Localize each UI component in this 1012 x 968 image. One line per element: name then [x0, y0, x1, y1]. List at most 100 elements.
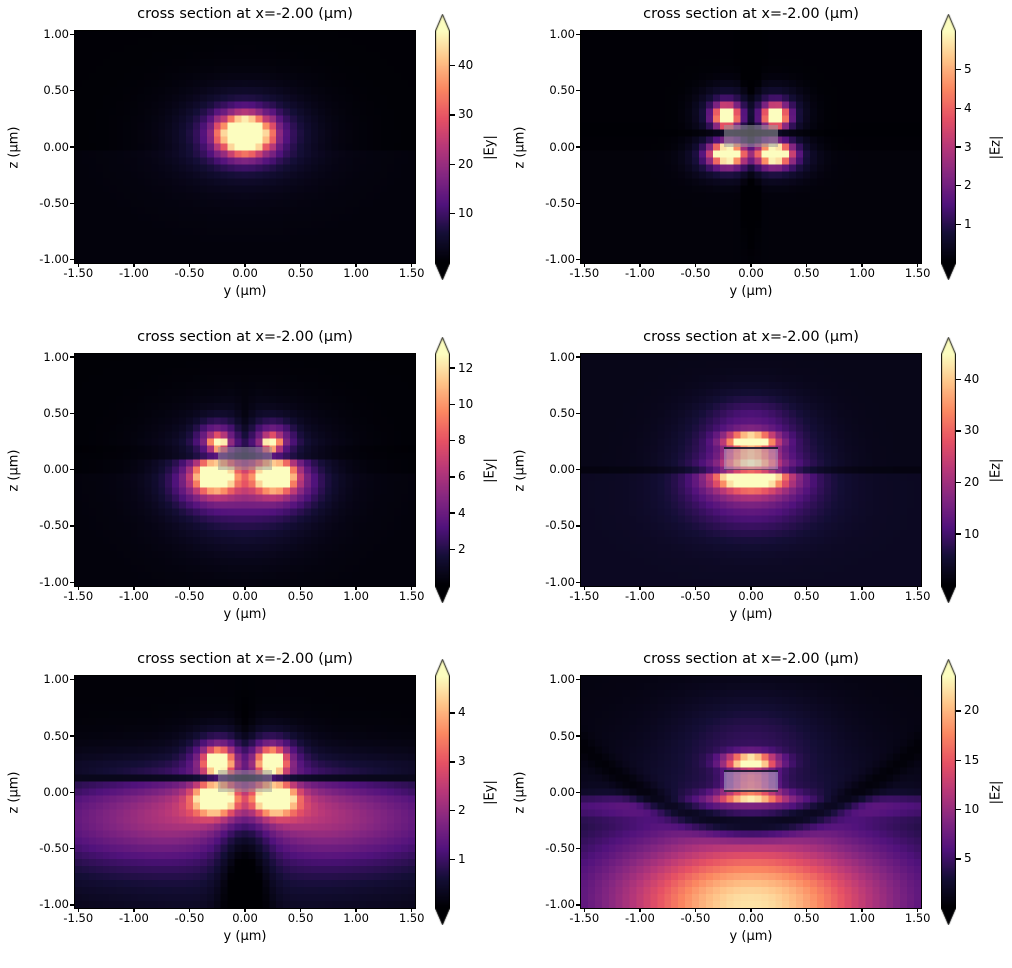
y-tick-label: -0.50 — [545, 195, 575, 210]
colorbar-tick-label: 4 — [458, 705, 466, 720]
colorbar-tick-label: 4 — [458, 505, 466, 520]
x-tick-mark — [916, 908, 919, 913]
y-tick-mark — [576, 33, 580, 36]
colorbar-tick-label: 2 — [964, 178, 972, 193]
y-tick-mark — [70, 525, 74, 527]
x-tick-label: -1.00 — [625, 588, 655, 603]
x-tick-mark — [694, 908, 697, 913]
colorbar-tick-mark — [956, 223, 961, 226]
y-tick-mark — [70, 468, 74, 471]
y-tick-label: 0.50 — [549, 405, 575, 420]
x-tick-label: -0.50 — [680, 588, 711, 603]
x-tick-label: 1.00 — [343, 266, 369, 280]
panel-4: cross section at x=-2.00 (μm) -1.50 -1.00-… — [506, 323, 1012, 646]
colorbar-tick-label: 2 — [458, 803, 466, 818]
y-tick-mark — [576, 258, 580, 261]
waveguide-rect — [218, 769, 272, 793]
x-tick-mark — [244, 585, 246, 590]
x-axis-label: y (μm) — [729, 929, 773, 945]
colorbar-tick-label: 10 — [964, 802, 980, 817]
y-tick-label: 0.00 — [43, 462, 69, 477]
x-tick-mark — [805, 908, 808, 913]
colorbar-tick-label: 40 — [964, 371, 980, 386]
y-tick-label: -1.00 — [545, 897, 575, 912]
y-axis-label: z (μm) — [6, 126, 22, 169]
panel-6: cross section at x=-2.00 (μm) -1.50 -1.00-… — [506, 645, 1012, 968]
x-tick-mark — [805, 263, 808, 267]
x-tick-mark — [694, 263, 697, 267]
colorbar-tick-mark — [450, 212, 455, 215]
y-tick-mark — [70, 33, 74, 36]
colorbar — [941, 659, 956, 926]
x-tick-label: 0.50 — [793, 266, 820, 280]
colorbar-tick-mark — [450, 476, 455, 478]
x-tick-label: 0.50 — [287, 588, 314, 603]
x-tick-label: -0.50 — [680, 266, 711, 280]
y-tick-mark — [70, 412, 74, 415]
y-tick-label: 0.00 — [43, 139, 69, 154]
colorbar-tick-label: 1 — [964, 216, 972, 231]
x-tick-mark — [299, 263, 302, 267]
y-tick-mark — [576, 581, 580, 584]
colorbar-tick-mark — [450, 64, 455, 67]
y-tick-mark — [70, 735, 74, 737]
x-tick-mark — [244, 263, 246, 267]
y-tick-mark — [70, 89, 74, 92]
x-tick-mark — [355, 908, 357, 913]
x-tick-label: 1.50 — [904, 911, 931, 926]
colorbar-tick-label: 3 — [964, 139, 972, 154]
colorbar-tick-label: 10 — [458, 206, 474, 221]
colorbar — [941, 14, 956, 280]
y-tick-label: -0.50 — [39, 518, 69, 533]
x-tick-label: -0.50 — [174, 588, 205, 603]
colorbar-tick-mark — [956, 68, 961, 71]
colorbar-tick-label: 30 — [458, 107, 474, 122]
colorbar-tick-label: 15 — [964, 752, 980, 767]
colorbar — [941, 336, 956, 603]
y-axis-label: z (μm) — [512, 449, 528, 492]
colorbar-tick-mark — [450, 163, 455, 165]
y-tick-label: 0.00 — [549, 139, 575, 154]
colorbar-tick-label: 8 — [458, 433, 466, 448]
x-axis-label: y (μm) — [729, 606, 773, 622]
x-tick-mark — [410, 585, 413, 590]
x-tick-mark — [750, 908, 752, 913]
x-tick-label: -1.00 — [119, 911, 149, 926]
y-axis-label: z (μm) — [512, 771, 528, 814]
y-tick-mark — [576, 146, 580, 148]
y-tick-label: 0.50 — [549, 728, 575, 743]
y-tick-label: 0.00 — [549, 462, 575, 477]
y-tick-label: -0.50 — [39, 841, 69, 856]
colorbar-tick-mark — [450, 858, 455, 861]
y-tick-label: -0.50 — [545, 518, 575, 533]
y-tick-label: 1.00 — [43, 26, 69, 41]
x-tick-mark — [916, 585, 919, 590]
x-tick-mark — [133, 585, 135, 590]
x-tick-label: 0.00 — [738, 588, 764, 603]
x-tick-label: -0.50 — [174, 911, 205, 926]
colorbar-tick-mark — [956, 430, 961, 432]
colorbar-tick-mark — [956, 107, 961, 110]
colorbar — [435, 336, 450, 603]
colorbar-tick-label: 30 — [964, 423, 980, 438]
x-tick-mark — [133, 908, 135, 913]
x-axis-label: y (μm) — [729, 284, 773, 299]
x-tick-label: 0.50 — [793, 588, 820, 603]
x-tick-mark — [639, 908, 641, 913]
colorbar-tick-mark — [956, 808, 961, 811]
colorbar-tick-label: 40 — [458, 58, 474, 73]
x-tick-label: -1.50 — [63, 588, 94, 603]
x-tick-mark — [244, 908, 246, 913]
y-axis-label: z (μm) — [6, 771, 22, 814]
x-tick-mark — [355, 585, 357, 590]
x-tick-label: 0.50 — [287, 266, 314, 280]
panel-5: cross section at x=-2.00 (μm) -1.50 -1.00-… — [0, 645, 506, 968]
colorbar-tick-label: 12 — [458, 360, 474, 375]
x-tick-mark — [861, 585, 863, 590]
colorbar-label: |Ez| — [988, 780, 1004, 805]
heatmap-canvas — [75, 676, 415, 909]
x-tick-label: -1.00 — [119, 588, 149, 603]
panel-title: cross section at x=-2.00 (μm) — [137, 328, 353, 345]
colorbar-label: |Ez| — [988, 135, 1004, 160]
